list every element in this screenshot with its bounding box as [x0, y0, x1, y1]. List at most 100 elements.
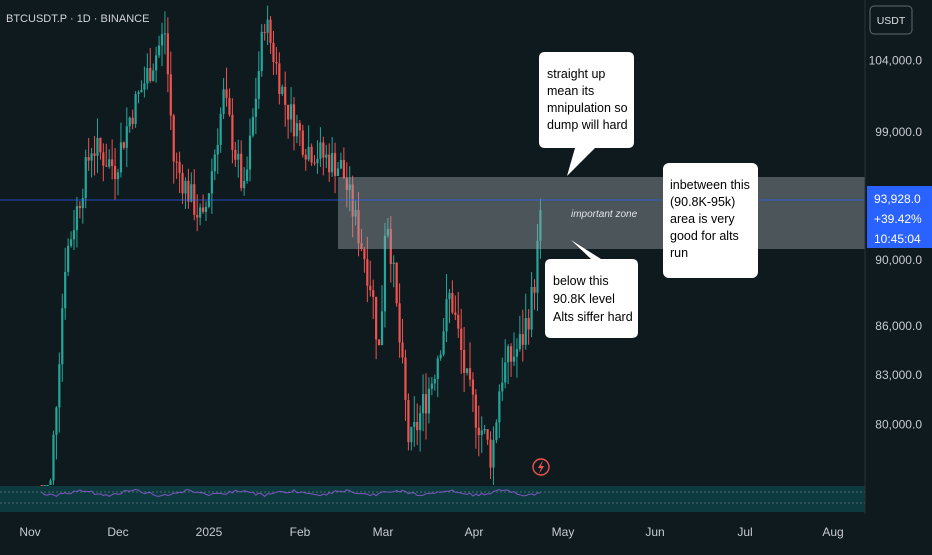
candle-body: [61, 308, 64, 365]
candle-body: [166, 33, 169, 75]
candle-body: [410, 426, 413, 443]
callout-zone[interactable]: inbetween this (90.8K-95k) area is very …: [663, 163, 758, 278]
candle-body: [333, 152, 337, 176]
candle-body: [67, 245, 70, 272]
time-tick-label: Aug: [822, 525, 843, 539]
candle-body: [460, 328, 463, 351]
candle-body: [72, 230, 76, 240]
candle-body: [404, 357, 407, 400]
candle-body: [471, 379, 475, 395]
candle-body: [328, 154, 331, 173]
currency-button[interactable]: [869, 5, 913, 35]
candle-body: [307, 146, 310, 160]
candle-body: [84, 157, 87, 199]
candle-body: [87, 157, 90, 161]
candle-body: [102, 152, 105, 166]
candle-body: [108, 159, 111, 167]
candle-body: [289, 104, 293, 120]
candle-body: [281, 86, 284, 94]
candle-body: [134, 94, 137, 125]
candle-body: [111, 159, 114, 167]
candle-body: [43, 485, 46, 486]
candle-body: [366, 259, 369, 286]
candle-body: [445, 299, 448, 332]
candle-body: [105, 165, 108, 167]
callout-zone-line-3: area is very: [670, 212, 735, 226]
candle-body: [521, 334, 524, 345]
countdown-label: 10:45:04: [874, 232, 921, 246]
candle-body: [275, 61, 278, 64]
time-tick-label: Jun: [645, 525, 664, 539]
indicator-line: [41, 488, 541, 498]
candle-body: [64, 271, 67, 309]
candle-body: [442, 331, 445, 355]
candles-layer: [40, 5, 542, 486]
candle-body: [99, 137, 102, 153]
price-tick-label: 83,000.0: [875, 368, 922, 382]
current-price-label: 93,928.0: [874, 192, 921, 206]
candle-body: [287, 104, 290, 120]
candle-body: [52, 434, 55, 481]
candle-body: [489, 439, 492, 468]
candle-body: [204, 206, 208, 212]
price-tick-label: 86,000.0: [875, 319, 922, 333]
candle-body: [190, 184, 193, 202]
candle-body: [231, 114, 234, 150]
candle-body: [413, 421, 416, 427]
candle-body: [477, 427, 480, 436]
candle-body: [419, 413, 422, 431]
candle-body: [304, 154, 307, 160]
candle-body: [416, 421, 419, 431]
candle-body: [243, 180, 246, 189]
candle-body: [507, 346, 510, 363]
candle-body: [116, 172, 120, 180]
candle-body: [436, 358, 439, 380]
candle-body: [375, 296, 378, 340]
candle-body: [331, 152, 334, 173]
candle-body: [181, 172, 184, 194]
candle-body: [113, 166, 117, 180]
candle-body: [401, 342, 404, 358]
candle-body: [96, 137, 99, 156]
candle-body: [363, 249, 366, 260]
callout-bottom-line-2: 90.8K level: [553, 292, 615, 306]
candle-body: [234, 149, 237, 160]
candle-body: [266, 19, 269, 33]
time-tick-label: Feb: [290, 525, 311, 539]
candle-body: [78, 206, 81, 209]
price-tick-label: 80,000.0: [875, 418, 922, 432]
candle-body: [536, 240, 539, 293]
lightning-icon[interactable]: [532, 458, 550, 476]
time-tick-label: May: [552, 525, 575, 539]
candle-body: [40, 485, 43, 486]
indicator-pane[interactable]: [0, 486, 865, 512]
candle-body: [248, 135, 252, 170]
candle-body: [263, 31, 266, 33]
time-axis[interactable]: Nov Dec 2025 Feb Mar Apr May Jun Jul Aug: [0, 514, 932, 550]
callout-zone-line-2: (90.8K-95k): [670, 195, 735, 209]
candle-body: [348, 184, 351, 190]
candle-body: [58, 364, 61, 408]
time-tick-label: 2025: [196, 525, 223, 539]
candle-body: [342, 159, 345, 179]
price-tick-label: 99,000.0: [875, 125, 922, 139]
price-axis[interactable]: USDT 104,000.0 99,000.0 90,000.0 86,000.0 83…: [864, 0, 932, 550]
candle-body: [527, 318, 530, 330]
candle-body: [512, 356, 516, 362]
price-tick-label: 90,000.0: [875, 253, 922, 267]
important-zone[interactable]: [338, 177, 865, 249]
callout-top[interactable]: straight up mean its mnipulation so dump…: [539, 52, 634, 176]
price-tick-labels: 104,000.0 99,000.0 90,000.0 86,000.0 83,000.…: [869, 54, 923, 432]
candle-body: [498, 391, 501, 423]
candle-body: [298, 123, 301, 131]
candle-body: [157, 45, 161, 56]
candle-body: [272, 42, 275, 62]
callout-bottom[interactable]: below this 90.8K level Alts siffer hard: [545, 240, 638, 338]
candle-body: [310, 146, 313, 163]
candle-body: [495, 422, 498, 441]
candle-body: [240, 153, 243, 189]
candle-body: [55, 407, 58, 435]
